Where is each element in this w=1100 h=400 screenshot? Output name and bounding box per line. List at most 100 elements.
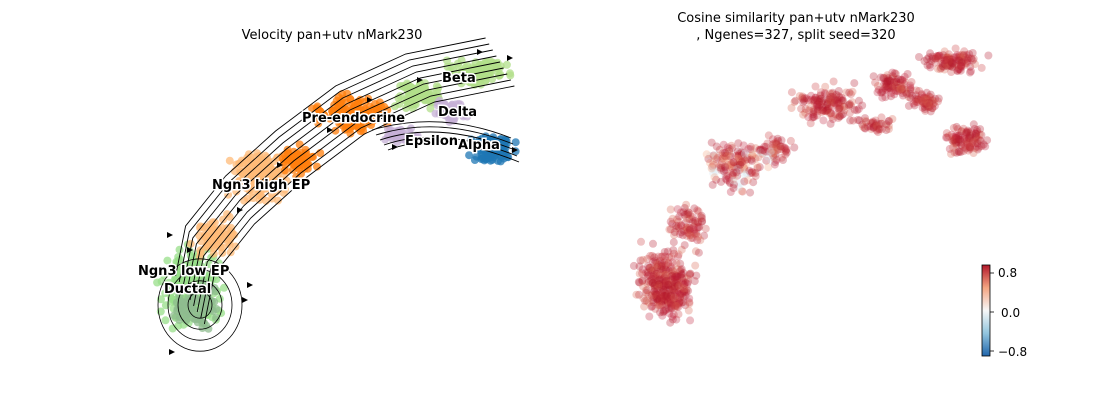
cosine-point [649, 257, 657, 266]
cosine-point [677, 270, 686, 279]
cosine-point [650, 287, 659, 296]
cosine-point [635, 269, 644, 278]
cosine-point [670, 298, 679, 307]
velocity-point [212, 275, 221, 284]
cosine-point [669, 246, 678, 255]
cosine-point [819, 116, 828, 125]
cosine-point [733, 164, 742, 172]
cosine-point [689, 227, 698, 236]
cosine-point [657, 263, 666, 272]
cosine-point [721, 174, 730, 183]
cosine-point [658, 293, 667, 302]
cosine-point [944, 50, 953, 59]
velocity-point [497, 141, 506, 150]
cosine-point [679, 287, 688, 296]
cosine-point [810, 113, 819, 122]
cosine-point [837, 96, 846, 105]
velocity-point [253, 165, 262, 173]
cosine-point [740, 149, 749, 158]
cosine-point [650, 269, 659, 278]
cosine-point [664, 266, 673, 275]
cosine-point [654, 252, 663, 261]
cosine-point [820, 88, 829, 97]
cosine-point [896, 85, 905, 94]
velocity-point [199, 223, 208, 232]
cosine-point [952, 135, 961, 144]
cosine-point [657, 260, 665, 269]
cosine-point [648, 275, 656, 283]
cosine-point [934, 94, 943, 103]
cosine-point [657, 262, 666, 271]
cosine-point [935, 51, 944, 60]
cosine-point [635, 278, 644, 287]
cosine-point [635, 290, 643, 299]
cosine-point [931, 58, 940, 67]
cosine-point [943, 53, 952, 62]
cosine-point [813, 103, 822, 112]
cosine-point [969, 54, 978, 63]
cosine-point [635, 262, 644, 271]
cosine-point [683, 278, 692, 287]
cosine-point [648, 291, 657, 300]
cosine-point [950, 136, 959, 145]
cosine-point [945, 53, 954, 62]
cosine-point [693, 223, 702, 232]
cosine-point [653, 295, 661, 304]
cosine-point [744, 144, 753, 153]
cosine-point [888, 74, 897, 83]
cosine-point [814, 105, 823, 114]
cosine-point [908, 91, 917, 100]
cosine-point [657, 300, 666, 309]
cosine-point [662, 305, 670, 314]
velocity-point [226, 248, 235, 257]
velocity-point [153, 278, 162, 287]
cosine-point [643, 270, 652, 279]
cosine-point [649, 293, 658, 302]
cosine-point [768, 135, 777, 144]
cosine-point [834, 99, 843, 108]
cosine-point [898, 85, 906, 94]
cosine-point [957, 127, 966, 136]
cosine-point [962, 137, 971, 146]
cosine-point [971, 129, 980, 138]
cosine-point [971, 60, 979, 69]
cosine-point [945, 58, 954, 66]
cosine-point [662, 292, 671, 301]
cosine-point [956, 148, 965, 157]
cosine-point [901, 88, 910, 97]
cosine-point [709, 151, 718, 160]
cosine-point [745, 166, 754, 175]
cosine-point [824, 96, 833, 104]
cosine-point [950, 53, 959, 62]
velocity-point [465, 151, 474, 160]
cosine-point [965, 131, 974, 140]
cosine-point [663, 293, 672, 302]
cosine-point [947, 55, 956, 64]
cosine-point [950, 139, 959, 147]
cosine-point [981, 142, 990, 151]
cosine-point [869, 72, 878, 81]
cosine-point [815, 97, 824, 106]
cosine-point [664, 280, 673, 289]
cosine-point [660, 291, 669, 300]
cosine-point [736, 157, 745, 165]
cosine-point [894, 75, 902, 83]
cosine-point [897, 83, 905, 92]
cosine-point [654, 301, 663, 310]
cosine-point [928, 104, 937, 112]
cosine-point [656, 279, 665, 288]
cosine-point [728, 163, 737, 172]
cluster-label-ngn3-low-ep: Ngn3 low EP [138, 264, 229, 279]
velocity-point [171, 272, 180, 281]
cosine-point [952, 134, 961, 143]
cosine-point [756, 145, 765, 154]
cosine-point [638, 269, 647, 278]
cosine-point [760, 147, 769, 155]
cosine-point [955, 65, 964, 74]
cosine-point [773, 134, 782, 143]
cosine-point [934, 53, 942, 62]
cosine-point [948, 136, 957, 145]
cosine-point [677, 221, 686, 230]
cosine-point [961, 135, 970, 144]
